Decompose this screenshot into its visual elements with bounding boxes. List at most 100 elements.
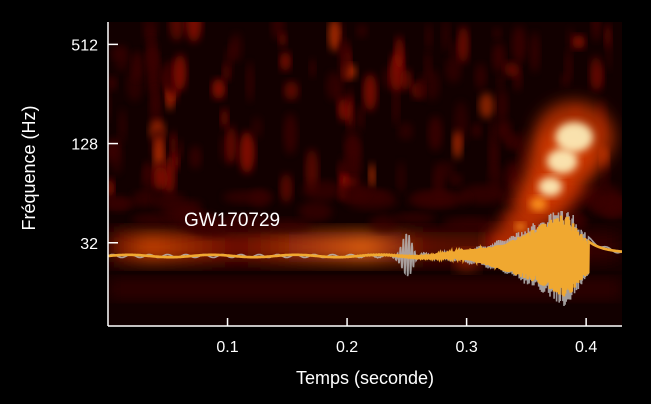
heat-speckle <box>190 217 232 238</box>
heat-speckle <box>251 116 263 138</box>
heat-speckle <box>326 71 342 101</box>
y-tick-label: 128 <box>71 137 98 154</box>
heat-speckle <box>356 23 368 38</box>
plot-area <box>108 22 622 326</box>
heat-speckle <box>220 108 229 129</box>
heat-speckle <box>369 215 399 233</box>
heat-speckle <box>492 42 506 73</box>
heat-speckle <box>279 51 291 72</box>
heat-speckle <box>605 33 613 71</box>
heat-speckle <box>226 125 237 165</box>
heat-speckle <box>170 131 177 161</box>
heat-speckle <box>108 75 117 91</box>
heat-speckle <box>488 134 500 176</box>
heat-speckle <box>146 27 156 41</box>
heat-speckle <box>504 161 521 194</box>
heat-speckle <box>224 47 233 80</box>
heat-speckle <box>428 115 443 151</box>
heat-speckle <box>280 173 293 203</box>
heat-speckle <box>223 213 273 231</box>
heat-speckle <box>342 180 369 201</box>
heat-speckle <box>589 56 603 91</box>
heat-speckle <box>309 58 316 78</box>
heat-speckle <box>239 131 255 174</box>
heat-speckle <box>278 32 287 47</box>
heat-speckle <box>459 184 508 205</box>
heat-speckle <box>441 22 451 52</box>
heat-speckle <box>338 41 350 82</box>
heat-speckle <box>230 33 243 62</box>
x-tick-label: 0.4 <box>575 339 597 356</box>
heat-speckle <box>189 145 202 169</box>
heat-speckle <box>328 22 341 52</box>
heat-speckle <box>113 45 130 72</box>
heat-speckle <box>340 173 348 186</box>
heat-speckle <box>185 22 202 43</box>
heat-speckle <box>153 192 185 203</box>
x-axis-title: Temps (seconde) <box>296 368 434 388</box>
heat-speckle <box>424 51 432 80</box>
heat-speckle <box>475 63 487 90</box>
event-annotation: GW170729 <box>184 210 280 231</box>
heat-speckle <box>457 25 469 64</box>
heat-speckle <box>164 154 176 196</box>
heat-speckle <box>264 218 312 232</box>
low-freq-band-2 <box>108 280 622 298</box>
heat-speckle <box>131 190 158 207</box>
y-ticks: 32 128 512 <box>71 37 118 253</box>
heat-speckle <box>149 88 162 124</box>
heat-speckle <box>153 166 168 191</box>
heat-speckle <box>398 122 414 140</box>
heat-speckle <box>141 165 157 193</box>
heat-speckle <box>131 51 143 81</box>
heat-speckle <box>346 95 354 131</box>
heat-speckle <box>355 104 365 131</box>
heat-speckle <box>211 78 226 100</box>
heat-speckle <box>495 120 512 140</box>
heat-speckle <box>162 59 178 90</box>
heat-speckle <box>173 54 187 91</box>
heat-speckle <box>363 73 377 112</box>
waveform-overlay <box>108 210 622 307</box>
axes: 0.1 0.2 0.3 0.4 32 128 512 <box>71 22 622 356</box>
heat-speckle <box>591 22 601 42</box>
heat-speckle <box>479 92 494 119</box>
x-tick-label: 0.3 <box>455 339 477 356</box>
heat-speckle <box>396 161 406 194</box>
waveform-model-line <box>108 215 622 297</box>
x-tick-label: 0.2 <box>336 339 358 356</box>
chirp-core <box>546 148 578 174</box>
heat-speckle <box>504 61 520 77</box>
heat-speckle <box>417 75 426 100</box>
heat-speckle <box>452 130 463 160</box>
heat-speckle <box>414 191 470 207</box>
heat-speckle <box>529 32 540 73</box>
heat-speckle <box>517 130 529 175</box>
y-tick-label: 32 <box>80 236 98 253</box>
heat-speckle <box>302 180 344 201</box>
heat-speckle <box>601 157 610 191</box>
heat-speckle <box>595 195 620 208</box>
heat-speckle <box>392 83 400 126</box>
heat-speckle <box>368 163 375 189</box>
y-axis-title: Fréquence (Hz) <box>19 105 39 230</box>
heat-speckle <box>400 69 412 91</box>
heat-speckle <box>246 61 254 103</box>
heat-speckle <box>394 35 404 71</box>
heat-speckle <box>492 27 502 40</box>
x-ticks: 0.1 0.2 0.3 0.4 <box>216 318 597 356</box>
heat-speckle <box>449 173 463 187</box>
heat-speckle <box>572 34 586 49</box>
heat-speckle <box>283 113 298 155</box>
heat-speckle <box>425 23 433 51</box>
heat-speckle <box>169 22 185 41</box>
heat-speckle <box>298 201 333 222</box>
chirp-core <box>538 177 563 197</box>
heat-speckle <box>222 190 274 204</box>
heat-speckle <box>345 141 362 181</box>
heat-speckle <box>496 73 505 90</box>
heat-speckle <box>496 88 508 123</box>
heat-speckle <box>471 123 482 138</box>
heat-speckle <box>108 195 131 212</box>
